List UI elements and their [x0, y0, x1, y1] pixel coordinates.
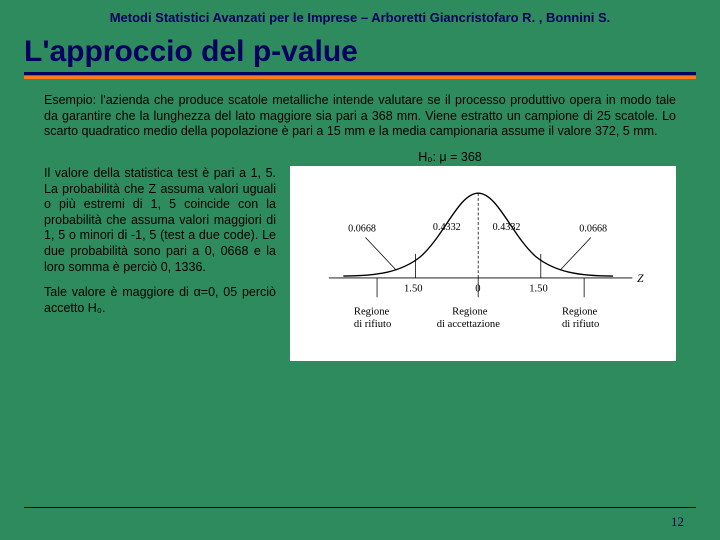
- body: Esempio: l'azienda che produce scatole m…: [44, 93, 676, 361]
- z-axis-label: Z: [637, 273, 644, 285]
- chart-svg: 0.0668 0.4332 0.4332 0.0668 1.50 0 1.50 …: [296, 172, 670, 355]
- title-underline-blue: [24, 72, 696, 75]
- title-block: L'approccio del p-value: [24, 35, 696, 79]
- prob-left-outer: 0.0668: [348, 224, 376, 235]
- conclusion-paragraph: Tale valore è maggiore di α=0, 05 perciò…: [44, 285, 276, 316]
- prob-right-inner: 0.4332: [493, 222, 521, 233]
- title-underline-orange: [24, 76, 696, 79]
- slide-header: Metodi Statistici Avanzati per le Impres…: [0, 0, 720, 29]
- slide-title: L'approccio del p-value: [24, 35, 696, 72]
- region-reject-right: Regione: [562, 306, 598, 317]
- region-accept: Regione: [452, 306, 488, 317]
- tick-left: 1.50: [404, 283, 423, 294]
- page-number: 12: [671, 514, 684, 530]
- example-paragraph: Esempio: l'azienda che produce scatole m…: [44, 93, 676, 140]
- svg-text:di rifiuto: di rifiuto: [562, 319, 599, 330]
- prob-left-inner: 0.4332: [433, 222, 461, 233]
- region-reject-left: Regione: [354, 306, 390, 317]
- footer-divider: [24, 507, 696, 508]
- normal-curve-chart: 0.0668 0.4332 0.4332 0.0668 1.50 0 1.50 …: [290, 166, 676, 361]
- left-column: Il valore della statistica test è pari a…: [44, 166, 276, 327]
- svg-text:di accettazione: di accettazione: [437, 319, 500, 330]
- stat-paragraph: Il valore della statistica test è pari a…: [44, 166, 276, 275]
- prob-right-outer: 0.0668: [579, 224, 607, 235]
- hypothesis: H₀: μ = 368: [224, 150, 676, 164]
- svg-text:di rifiuto: di rifiuto: [354, 319, 391, 330]
- two-column: Il valore della statistica test è pari a…: [44, 166, 676, 361]
- tick-right: 1.50: [529, 283, 548, 294]
